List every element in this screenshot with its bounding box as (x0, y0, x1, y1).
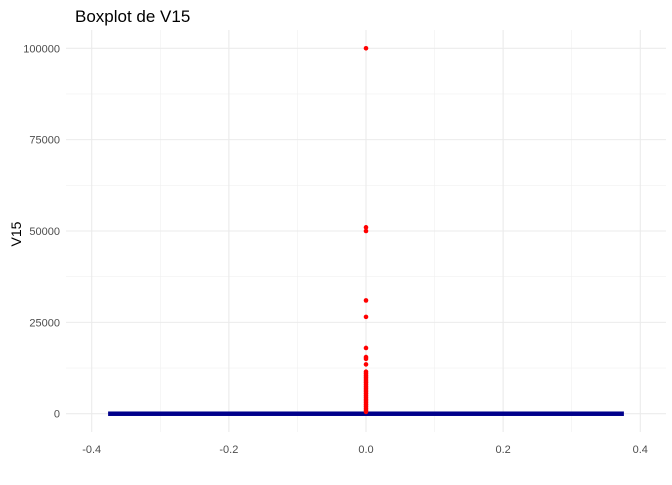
y-tick-label: 50000 (29, 226, 60, 238)
outlier-point (363, 356, 369, 362)
y-tick-labels: 0 25000 50000 75000 100000 (23, 43, 60, 420)
x-tick-label: 0.0 (358, 444, 373, 456)
y-tick-label: 25000 (29, 317, 60, 329)
outlier-point (363, 225, 369, 230)
x-tick-label: -0.2 (219, 444, 238, 456)
chart-title: Boxplot de V15 (75, 7, 190, 26)
y-tick-label: 0 (54, 409, 60, 421)
outlier-point (363, 362, 369, 367)
x-tick-label: -0.4 (82, 444, 101, 456)
outlier-point (363, 298, 369, 303)
x-tick-label: 0.4 (633, 444, 648, 456)
outlier-points (363, 45, 369, 415)
y-axis-label: V15 (8, 221, 24, 246)
outlier-point (363, 45, 369, 51)
x-tick-labels: -0.4 -0.2 0.0 0.2 0.4 (82, 444, 648, 456)
x-tick-label: 0.2 (495, 444, 510, 456)
outlier-point (363, 345, 369, 351)
outlier-point (363, 228, 369, 234)
outlier-point (363, 409, 369, 415)
outlier-point (363, 314, 369, 320)
y-tick-label: 75000 (29, 135, 60, 147)
y-tick-label: 100000 (23, 43, 60, 55)
